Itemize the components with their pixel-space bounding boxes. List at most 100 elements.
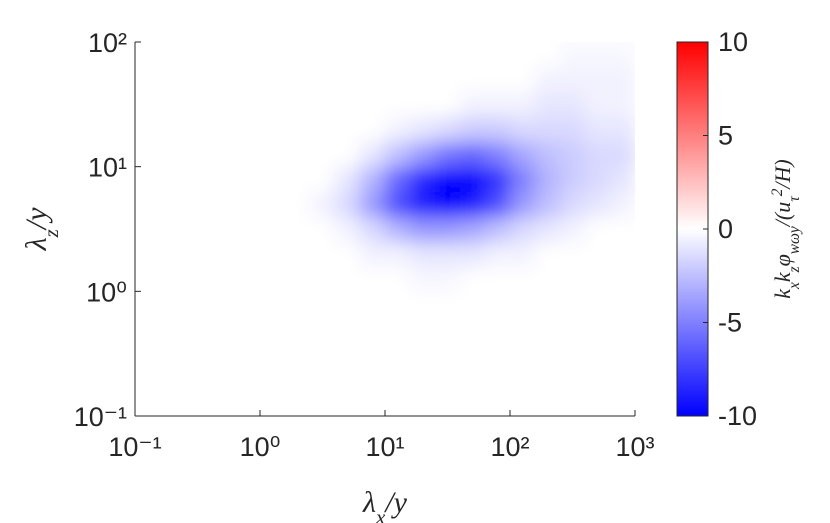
heatmap-cell <box>184 166 211 193</box>
colorbar-label-part: k <box>770 271 795 282</box>
heatmap-cell <box>459 316 486 342</box>
heatmap-cell <box>310 341 336 367</box>
heatmap-cell <box>235 291 261 317</box>
heatmap-cell <box>360 116 386 143</box>
heatmap-cell <box>435 66 461 93</box>
heatmap-cell <box>510 391 536 416</box>
heatmap-cell <box>135 191 161 218</box>
x-tick-label: 10³ <box>615 432 654 462</box>
heatmap-cell <box>535 91 561 118</box>
heatmap-cell <box>485 291 511 317</box>
colorbar-tick-label: 10 <box>718 27 748 57</box>
heatmap-cell <box>560 241 586 267</box>
heatmap-cell <box>610 42 635 68</box>
heatmap-cell <box>285 216 311 242</box>
heatmap-cell <box>235 91 261 118</box>
heatmap-cell <box>560 116 586 143</box>
heatmap-cell <box>410 141 436 168</box>
heatmap-cell <box>410 391 436 416</box>
heatmap-cell <box>209 241 236 267</box>
heatmap-cell <box>285 366 311 392</box>
heatmap-cell <box>510 191 536 218</box>
heatmap-cell <box>310 191 336 218</box>
x-tick-label: 10¹ <box>365 432 404 462</box>
heatmap-cell <box>485 191 511 218</box>
heatmap-cell <box>184 266 211 292</box>
heatmap-cell <box>209 42 236 68</box>
heatmap-cell <box>184 241 211 267</box>
heatmap-cell <box>235 166 261 193</box>
heatmap-cell <box>235 42 261 68</box>
x-axis-label-part: λ <box>362 486 376 519</box>
heatmap-cell <box>610 116 635 143</box>
heatmap-cell <box>485 42 511 68</box>
heatmap-cell <box>159 266 186 292</box>
heatmap-cell <box>535 66 561 93</box>
heatmap-cell <box>610 91 635 118</box>
heatmap-cell <box>459 391 486 416</box>
heatmap-cell <box>385 91 411 118</box>
heatmap-cell <box>510 291 536 317</box>
heatmap-cell <box>285 166 311 193</box>
heatmap-cell <box>310 391 336 416</box>
heatmap-cell <box>285 116 311 143</box>
heatmap-cell <box>334 241 361 267</box>
heatmap-cell <box>584 141 611 168</box>
heatmap-cell <box>334 166 361 193</box>
heatmap-cell <box>135 291 161 317</box>
heatmap-cell <box>560 291 586 317</box>
heatmap-cell <box>334 291 361 317</box>
x-tick-label: 10⁻¹ <box>108 432 161 462</box>
heatmap-cell <box>235 66 261 93</box>
heatmap-cell <box>184 366 211 392</box>
heatmap-cell <box>260 66 286 93</box>
heatmap-cell <box>184 291 211 317</box>
heatmap-cell <box>235 141 261 168</box>
heatmap-cell <box>334 191 361 218</box>
heatmap-cell <box>209 391 236 416</box>
heatmap-cell <box>334 316 361 342</box>
heatmap-cell <box>260 291 286 317</box>
heatmap-cell <box>310 241 336 267</box>
heatmap <box>135 42 635 416</box>
heatmap-cell <box>159 291 186 317</box>
heatmap-cell <box>285 42 311 68</box>
heatmap-cell <box>310 66 336 93</box>
x-axis-label-part: x <box>375 505 386 523</box>
heatmap-cell <box>584 66 611 93</box>
heatmap-cell <box>360 166 386 193</box>
colorbar-tick-label: 0 <box>718 214 733 244</box>
colorbar-label-part: τ <box>786 196 803 202</box>
heatmap-cell <box>510 166 536 193</box>
heatmap-cell <box>560 366 586 392</box>
heatmap-cell <box>209 216 236 242</box>
colorbar-tick-label: -10 <box>718 401 757 431</box>
heatmap-cell <box>159 116 186 143</box>
colorbar-tick-label: 5 <box>718 121 733 151</box>
heatmap-cell <box>510 341 536 367</box>
heatmap-cell <box>410 91 436 118</box>
heatmap-cell <box>334 66 361 93</box>
heatmap-cell <box>410 366 436 392</box>
heatmap-cell <box>610 341 635 367</box>
heatmap-cell <box>610 66 635 93</box>
heatmap-cell <box>510 116 536 143</box>
heatmap-cell <box>360 141 386 168</box>
heatmap-cell <box>485 316 511 342</box>
heatmap-cell <box>135 166 161 193</box>
heatmap-cell <box>209 316 236 342</box>
y-tick-label: 10¹ <box>88 153 127 183</box>
heatmap-cell <box>209 291 236 317</box>
heatmap-cell <box>535 42 561 68</box>
heatmap-cell <box>459 42 486 68</box>
heatmap-cell <box>485 216 511 242</box>
heatmap-cell <box>360 191 386 218</box>
heatmap-cell <box>235 391 261 416</box>
heatmap-cell <box>360 291 386 317</box>
heatmap-cell <box>334 366 361 392</box>
heatmap-cell <box>360 366 386 392</box>
heatmap-cell <box>385 191 411 218</box>
colorbar-label-part: /H) <box>770 159 795 190</box>
heatmap-area <box>135 42 635 416</box>
heatmap-cell <box>610 191 635 218</box>
